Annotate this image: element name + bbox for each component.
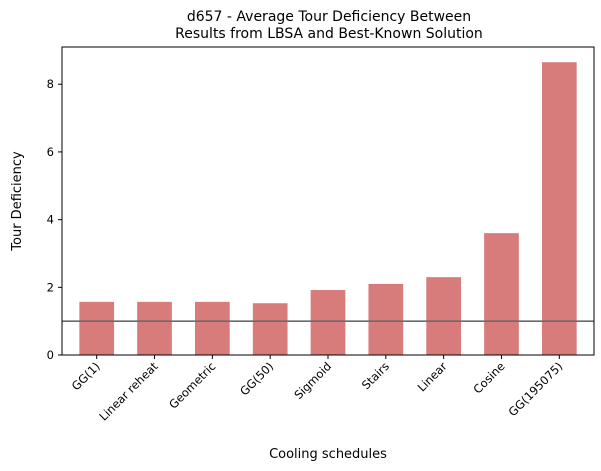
y-tick-label: 6	[47, 145, 54, 159]
x-axis: GG(1)Linear reheat Geometric GG(50) Sigmoid…	[69, 355, 566, 424]
y-tick-label: 8	[47, 77, 54, 91]
x-tick-label: Linear	[415, 359, 450, 394]
bar	[252, 303, 288, 355]
plot-frame	[61, 46, 595, 356]
bar	[484, 233, 519, 355]
chart-title-line-1: d657 - Average Tour Deficiency Between	[187, 9, 471, 25]
chart-title-line-2: Results from LBSA and Best-Known Solutio…	[175, 26, 483, 42]
y-tick-label: 0	[47, 348, 54, 362]
bar	[79, 301, 115, 355]
y-axis: 0 2 4 6 8	[47, 77, 62, 362]
x-tick-label: Stairs	[359, 359, 392, 392]
bars-group	[79, 62, 577, 355]
x-tick-label: Geometric	[166, 359, 218, 411]
y-axis-label: Tour Deficiency	[10, 151, 25, 252]
x-tick-label: Cosine	[470, 359, 507, 396]
x-tick-label: GG(50)	[237, 359, 276, 398]
x-tick-label: Sigmoid	[291, 359, 334, 402]
bar	[137, 301, 172, 355]
bar	[541, 62, 577, 355]
x-axis-label: Cooling schedules	[269, 447, 387, 462]
bar	[368, 283, 404, 355]
x-tick-label: GG(1)	[69, 359, 103, 393]
bar	[310, 290, 346, 355]
y-tick-label: 2	[47, 280, 54, 294]
bar	[426, 277, 461, 355]
x-tick-label: GG(195075)	[506, 359, 566, 419]
x-tick-label: Linear reheat	[96, 359, 161, 424]
y-tick-label: 4	[47, 213, 54, 227]
bar	[195, 301, 230, 355]
